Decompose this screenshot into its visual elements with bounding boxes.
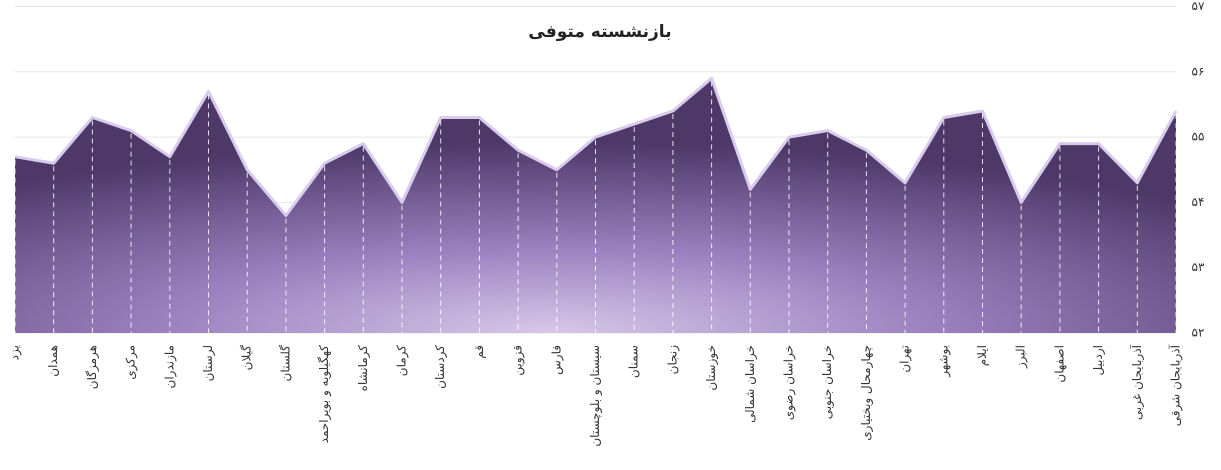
y-tick-label: ۵۷ [1192, 0, 1205, 13]
x-tick-label: اصفهان [1052, 345, 1066, 383]
y-tick-label: ۵۶ [1192, 64, 1205, 78]
x-tick-label: فارس [549, 345, 564, 375]
x-tick-label: خراسان رضوی [782, 345, 797, 420]
x-tick-label: خراسان جنوبی [820, 345, 835, 419]
chart-title: بازنشسته متوفی [528, 22, 671, 42]
x-tick-label: چهارمحال وبختیاری [859, 345, 874, 441]
y-tick-label: ۵۲ [1192, 326, 1205, 340]
x-tick-label: لرستان [201, 345, 216, 381]
x-tick-label: قزوین [511, 345, 526, 376]
x-tick-label: هرمزگان [85, 345, 100, 389]
x-tick-label: بوشهر [936, 345, 951, 378]
x-tick-label: زنجان [665, 345, 680, 375]
x-tick-label: قم [472, 345, 486, 359]
x-tick-label: ایلام [975, 345, 989, 366]
x-tick-label: یزد [8, 345, 23, 360]
x-tick-label: کردستان [433, 345, 448, 389]
x-tick-label: اردبیل [1091, 345, 1106, 376]
x-tick-label: کرمان [395, 345, 410, 377]
x-tick-label: خوزستان [704, 345, 719, 391]
x-tick-label: گلستان [278, 345, 292, 382]
x-tick-label: سیستان و بلوچستان [588, 345, 603, 447]
x-tick-label: سمنان [627, 345, 641, 378]
x-tick-label: کرمانشاه [356, 345, 371, 392]
x-tick-label: گیلان [240, 345, 254, 371]
x-tick-label: تهران [898, 345, 913, 373]
x-tick-label: آذربایجان شرقی [1168, 344, 1184, 426]
x-tick-label: خراسان شمالی [743, 345, 758, 423]
x-tick-label: البرز [1014, 345, 1029, 369]
x-tick-label: مازندران [162, 345, 177, 388]
x-tick-label: همدان [46, 345, 60, 377]
y-tick-label: ۵۵ [1192, 130, 1205, 144]
y-tick-label: ۵۴ [1192, 195, 1205, 209]
x-tick-label: آذربایجان غربی [1129, 344, 1145, 420]
x-tick-label: مرکزی [124, 345, 139, 380]
area-line [14, 76, 1178, 217]
x-tick-label: کهگیلویه و بویراحمد [317, 345, 332, 444]
y-tick-label: ۵۳ [1192, 260, 1205, 274]
